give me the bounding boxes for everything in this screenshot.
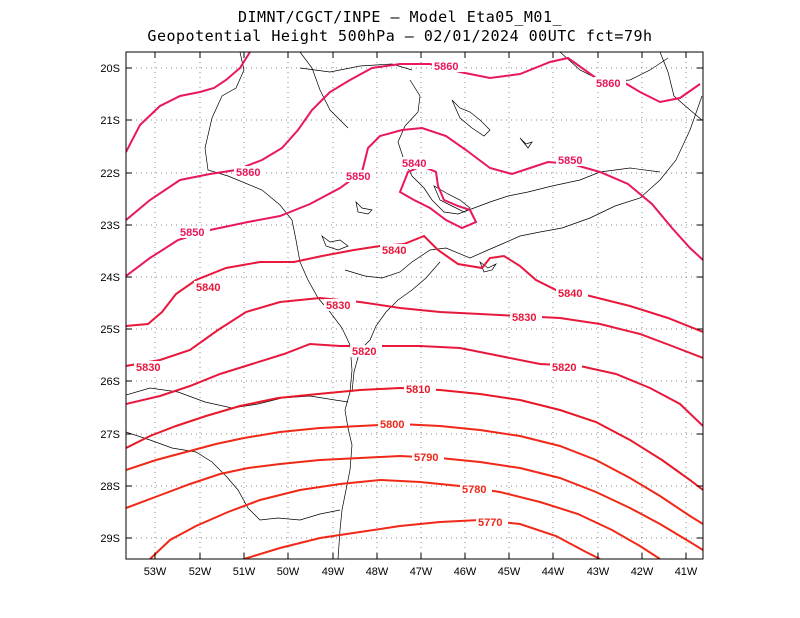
contour-label: 5830 bbox=[326, 300, 350, 312]
contour-5830 bbox=[126, 296, 703, 367]
contour-label: 5830 bbox=[512, 312, 536, 324]
contour-5850 bbox=[126, 126, 703, 277]
contour-label: 5860 bbox=[434, 61, 458, 73]
contour-label: 5840 bbox=[402, 158, 426, 170]
lon-label: 46W bbox=[454, 566, 477, 578]
lon-label: 50W bbox=[277, 566, 300, 578]
lon-label: 53W bbox=[144, 566, 167, 578]
contour-label: 5820 bbox=[352, 346, 376, 358]
contour-5780 bbox=[149, 478, 661, 559]
lat-label: 20S bbox=[100, 63, 120, 75]
contour-label: 5840 bbox=[558, 288, 582, 300]
contour-labels: 5860 5860 5860 5850 5850 5850 5840 5840 … bbox=[134, 60, 626, 529]
lat-label: 26S bbox=[100, 376, 120, 388]
lon-label: 52W bbox=[189, 566, 212, 578]
lat-labels: 20S 21S 22S 23S 24S 25S 26S 27S 28S 29S bbox=[100, 63, 120, 545]
lat-label: 27S bbox=[100, 429, 120, 441]
lat-label: 22S bbox=[100, 168, 120, 180]
lat-axis bbox=[126, 67, 703, 539]
contour-5800 bbox=[126, 422, 703, 525]
lat-label: 21S bbox=[100, 115, 120, 127]
lon-label: 49W bbox=[322, 566, 345, 578]
contour-5770 bbox=[243, 518, 601, 559]
lat-label: 28S bbox=[100, 481, 120, 493]
contour-label: 5800 bbox=[380, 419, 404, 431]
contour-label: 5810 bbox=[406, 384, 430, 396]
contour-label: 5790 bbox=[414, 452, 438, 464]
lon-label: 44W bbox=[542, 566, 565, 578]
lat-label: 29S bbox=[100, 533, 120, 545]
contour-label: 5840 bbox=[196, 282, 220, 294]
lon-label: 48W bbox=[366, 566, 389, 578]
contour-5820 bbox=[126, 342, 703, 427]
contour-label: 5840 bbox=[382, 245, 406, 257]
contour-label: 5860 bbox=[236, 167, 260, 179]
contour-label: 5830 bbox=[136, 362, 160, 374]
contour-5810 bbox=[126, 386, 703, 491]
lat-label: 24S bbox=[100, 272, 120, 284]
contour-label: 5780 bbox=[462, 484, 486, 496]
contour-5860-a bbox=[126, 52, 251, 153]
lat-label: 23S bbox=[100, 220, 120, 232]
lon-axis bbox=[154, 52, 687, 559]
contour-label: 5850 bbox=[180, 227, 204, 239]
contour-label: 5820 bbox=[552, 362, 576, 374]
chart-title-line2: Geopotential Height 500hPa – 02/01/2024 … bbox=[147, 27, 653, 45]
chart-title-line1: DIMNT/CGCT/INPE – Model Eta05_M01_ bbox=[237, 8, 563, 26]
lon-label: 42W bbox=[631, 566, 654, 578]
coastline-and-borders bbox=[126, 52, 703, 559]
graticule bbox=[126, 52, 703, 559]
contour-label: 5770 bbox=[478, 517, 502, 529]
contour-label: 5850 bbox=[346, 171, 370, 183]
lon-label: 45W bbox=[498, 566, 521, 578]
lon-labels: 53W 52W 51W 50W 49W 48W 47W 46W 45W 44W … bbox=[144, 566, 698, 578]
lon-label: 43W bbox=[587, 566, 610, 578]
contour-label: 5850 bbox=[558, 155, 582, 167]
contour-label: 5860 bbox=[596, 78, 620, 90]
lon-label: 41W bbox=[675, 566, 698, 578]
geopotential-contours bbox=[126, 52, 703, 559]
map-frame bbox=[125, 51, 704, 560]
lon-label: 47W bbox=[410, 566, 433, 578]
lon-label: 51W bbox=[233, 566, 256, 578]
lat-label: 25S bbox=[100, 324, 120, 336]
